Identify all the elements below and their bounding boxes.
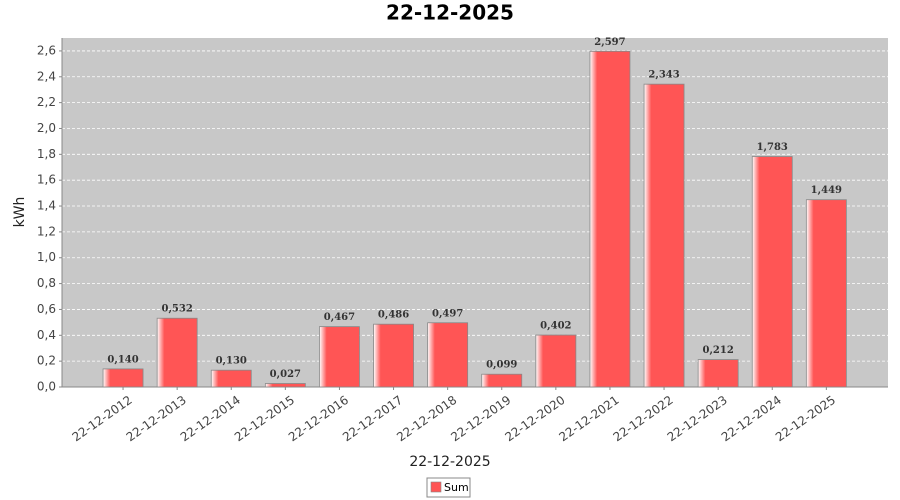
x-tick-label: 22-12-2013 [124, 393, 189, 444]
value-label: 1,449 [811, 185, 842, 196]
bar [535, 334, 577, 388]
y-tick-label: 0,8 [37, 276, 56, 290]
bar [264, 383, 306, 388]
value-label: 0,467 [324, 312, 355, 323]
chart-title: 22-12-2025 [386, 1, 514, 25]
y-tick-label: 1,8 [37, 147, 56, 161]
bar [210, 369, 252, 388]
bar [319, 326, 360, 388]
x-tick-label: 22-12-2016 [286, 393, 351, 444]
value-label: 0,497 [432, 308, 463, 319]
value-label: 2,343 [648, 70, 679, 81]
x-axis-label: 22-12-2025 [409, 454, 490, 470]
x-tick-label: 22-12-2012 [70, 393, 135, 444]
y-tick-label: 0,4 [37, 328, 56, 342]
bar [156, 317, 198, 388]
bar [643, 83, 685, 388]
x-tick-label: 22-12-2017 [340, 393, 405, 444]
y-tick-label: 0,0 [37, 380, 56, 394]
bar [697, 359, 739, 388]
x-tick-label: 22-12-2024 [719, 393, 784, 444]
y-tick-label: 0,2 [37, 354, 56, 368]
bar [373, 323, 414, 388]
y-tick-label: 0,6 [37, 302, 56, 316]
bar [427, 322, 469, 388]
x-tick-label: 22-12-2020 [502, 393, 567, 444]
value-label: 0,099 [486, 360, 517, 371]
y-tick-label: 2,6 [37, 43, 56, 57]
x-tick-label: 22-12-2015 [232, 393, 297, 444]
y-tick-label: 1,6 [37, 173, 56, 187]
x-tick-label: 22-12-2022 [611, 393, 676, 444]
value-label: 0,532 [161, 304, 192, 315]
y-tick-label: 1,4 [37, 199, 56, 213]
bar [589, 50, 631, 388]
value-label: 2,597 [594, 37, 625, 48]
value-label: 0,402 [540, 321, 571, 332]
value-label: 1,783 [757, 142, 788, 153]
bar [481, 373, 523, 388]
x-tick-label: 22-12-2023 [665, 393, 730, 444]
x-tick-label: 22-12-2021 [557, 393, 622, 444]
x-tick-label: 22-12-2019 [448, 393, 513, 444]
y-tick-label: 1,2 [37, 224, 56, 238]
y-tick-label: 2,2 [37, 95, 56, 109]
x-tick-label: 22-12-2014 [178, 393, 243, 444]
value-label: 0,027 [270, 369, 301, 380]
y-tick-label: 2,4 [37, 69, 56, 83]
legend-swatch [430, 481, 442, 493]
y-tick-label: 2,0 [37, 121, 56, 135]
bar [805, 199, 847, 388]
x-tick-label: 22-12-2018 [394, 393, 459, 444]
legend-label: Sum [444, 481, 469, 494]
plot-area [62, 38, 888, 387]
y-axis-label: kWh [12, 197, 28, 228]
x-tick-label: 22-12-2025 [773, 393, 838, 444]
value-label: 0,212 [702, 345, 733, 356]
bar [751, 156, 793, 388]
bar [102, 368, 144, 388]
y-tick-label: 1,0 [37, 250, 56, 264]
value-label: 0,486 [378, 310, 409, 321]
value-label: 0,140 [107, 354, 138, 365]
value-label: 0,130 [216, 356, 247, 367]
